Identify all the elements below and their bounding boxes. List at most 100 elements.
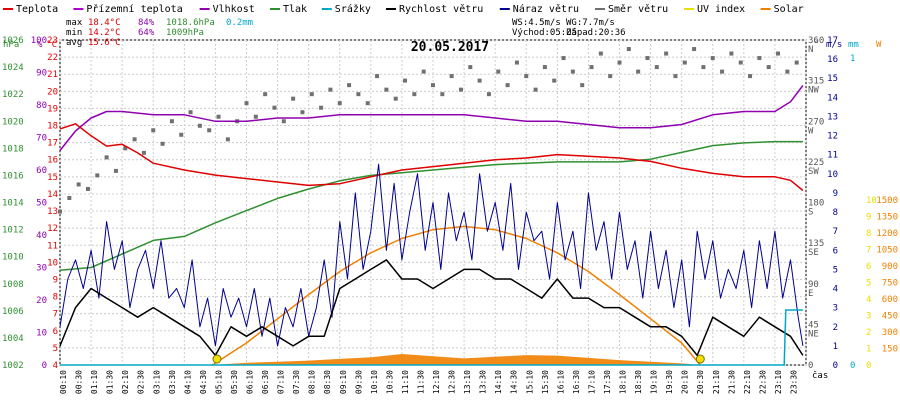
wind-dir-point [244,101,249,106]
wind-dir-point [188,110,193,115]
wind-dir-point [197,123,202,128]
wind-dir-point [67,195,72,200]
legend-label: Vlhkost [213,4,255,15]
chart-title: 20.05.2017 [411,40,489,55]
wind-dir-point [636,69,641,74]
wind-dir-point [496,69,501,74]
tick-label-time: 20:30 [696,370,705,394]
tick-label-pressure: 1008 [2,280,24,290]
tick-label-wind-speed: 16 [827,55,838,65]
stat-label: avg [66,38,82,48]
tick-label-wind-dir: 90 [808,280,819,290]
tick-label-time: 15:10 [525,370,534,394]
tick-label-uv: 6 [866,262,871,272]
tick-label-solar: 300 [882,328,898,338]
tick-label-solar: 900 [882,262,898,272]
tick-label-uv: 1 [866,345,871,355]
tick-label-time: 11:10 [401,370,410,394]
tick-label-solar: 600 [882,295,898,305]
stat-label: min [66,28,82,38]
tick-label-time: 01:10 [90,370,99,394]
tick-label-wind-speed: 9 [833,189,838,199]
tick-label-time: 14:10 [494,370,503,394]
wind-dir-point [76,182,81,187]
tick-label-humidity: 90 [36,69,47,79]
tick-label-time: 10:30 [385,370,394,394]
tick-label-rain: 1 [850,54,855,64]
pressure-line [59,140,803,271]
tick-label-time: 16:30 [572,370,581,394]
wind-dir-point [431,83,435,88]
legend-label: Směr větru [608,3,668,15]
wind-dir-point [785,69,790,74]
wind-dir-point [216,114,221,119]
wind-dir-point [123,146,128,151]
wind-dir-point [729,51,734,56]
tick-label-time: 04:30 [199,370,208,394]
tick-label-pressure: 1010 [2,253,24,263]
tick-label-time: 12:30 [448,370,457,394]
wind-dir-point [570,69,575,74]
wind-dir-point [291,96,296,101]
wind-dir-point [673,74,678,79]
tick-label-wind-dir: 0 [808,361,813,371]
tick-label-time: 18:30 [634,370,643,394]
wind-dir-point [141,150,146,155]
axis-unit-solar: W [876,40,882,50]
tick-label-pressure: 1018 [2,144,24,154]
tick-label-wind-dir: 360 [808,36,824,46]
tick-label-wind-speed: 4 [833,285,838,295]
tick-label-time: 20:10 [681,370,690,394]
axis-unit-wind-speed: m/s [826,40,842,50]
tick-label-uv: 3 [866,312,871,322]
tick-label-uv: 5 [866,279,871,289]
tick-label-time: 11:30 [416,370,425,394]
wind-dir-point [654,65,659,70]
tick-label-time: 09:30 [354,370,363,394]
tick-label-time: 17:30 [603,370,612,394]
tick-label-temperature: 13 [47,207,58,217]
tick-label-humidity: 10 [36,329,47,339]
tick-label-wind-speed: 0 [833,361,838,371]
tick-label-time: 08:10 [308,370,317,394]
wind-dir-point [458,87,463,92]
tick-label-temperature: 16 [47,156,58,166]
legend-label: UV index [697,4,745,15]
wind-dir-point [738,60,743,65]
axis-unit-temperature: °C [46,40,57,50]
tick-label-temperature: 20 [47,87,58,97]
wind-dir-point [113,168,118,173]
tick-label-time: 06:30 [261,370,270,394]
tick-label-temperature: 8 [53,293,58,303]
tick-label-time: 02:10 [121,370,130,394]
tick-label-wind-compass: S [808,208,813,218]
tick-label-wind-compass: N [808,45,813,55]
tick-label-time: 06:10 [246,370,255,394]
tick-label-wind-speed: 13 [827,112,838,122]
tick-label-time: 16:10 [556,370,565,394]
wind-dir-point [626,47,631,52]
humidity-line [59,85,804,151]
wind-dir-point [664,51,669,56]
tick-label-pressure: 1024 [2,63,24,73]
tick-label-temperature: 10 [47,258,58,268]
wind-dir-point [468,65,473,70]
tick-label-time: 13:10 [463,370,472,394]
wind-dir-point [58,209,62,214]
wind-dir-point [692,47,697,52]
tick-label-time: 01:30 [106,370,115,394]
wind-dir-point [356,92,361,97]
wind-dir-point [309,92,314,97]
tick-label-solar: 1500 [876,196,898,206]
tick-label-humidity: 40 [36,231,47,241]
legend-label: Srážky [335,3,371,15]
tick-label-pressure: 1020 [2,117,24,127]
tick-label-humidity: 30 [36,264,47,274]
uv-sun-marker [695,354,705,364]
tick-label-uv: 10 [866,196,877,206]
legend-label: Tlak [283,4,307,15]
tick-label-wind-dir: 135 [808,239,824,249]
tick-label-wind-speed: 2 [833,323,838,333]
wind-dir-point [160,141,165,146]
tick-label-temperature: 11 [47,241,58,251]
